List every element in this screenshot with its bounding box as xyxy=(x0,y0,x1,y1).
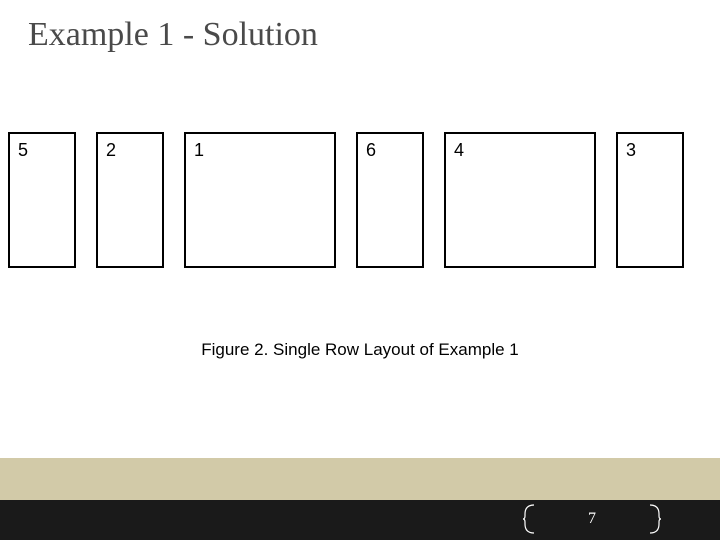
layout-box-2: 2 xyxy=(96,132,164,268)
page-number: 7 xyxy=(546,510,638,528)
page-number-wrap: 7 xyxy=(522,504,662,534)
bracket-right-icon xyxy=(648,504,662,534)
layout-box-5: 4 xyxy=(444,132,596,268)
layout-box-4: 6 xyxy=(356,132,424,268)
layout-box-3: 1 xyxy=(184,132,336,268)
boxes-row: 5 2 1 6 4 3 xyxy=(8,132,712,268)
page-title: Example 1 - Solution xyxy=(28,16,318,54)
layout-box-1: 5 xyxy=(8,132,76,268)
figure-caption: Figure 2. Single Row Layout of Example 1 xyxy=(0,340,720,360)
bracket-left-icon xyxy=(522,504,536,534)
layout-box-6: 3 xyxy=(616,132,684,268)
